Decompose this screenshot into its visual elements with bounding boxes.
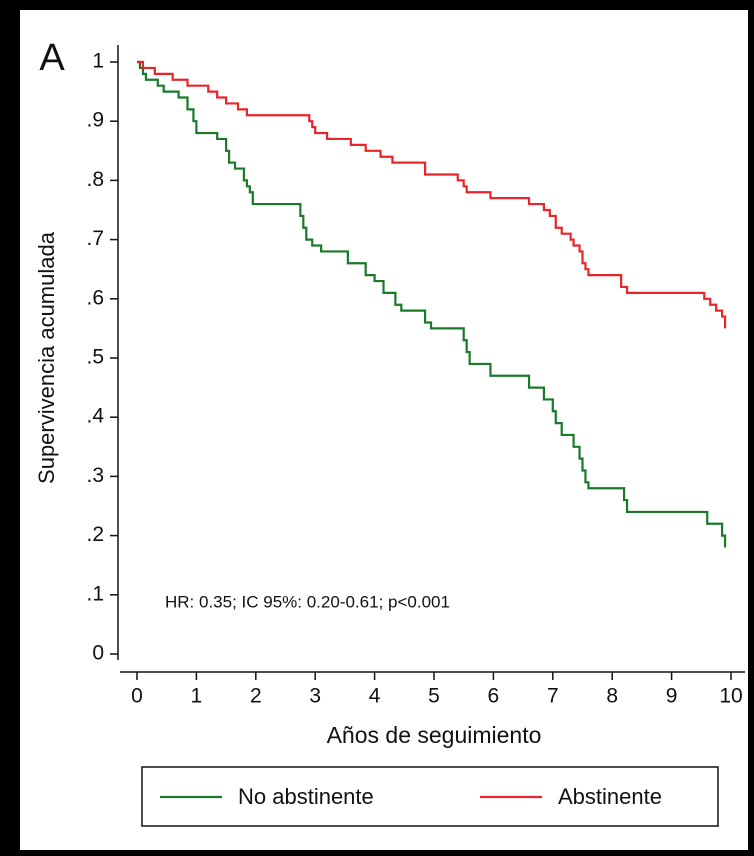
survival-curve bbox=[137, 60, 727, 329]
y-tick-label: .7 bbox=[86, 227, 104, 250]
x-tick-label: 8 bbox=[606, 685, 618, 708]
panel-background bbox=[20, 10, 748, 850]
x-tick-label: 4 bbox=[369, 685, 381, 708]
y-tick-label: .9 bbox=[86, 109, 104, 132]
y-tick-label: .8 bbox=[86, 168, 104, 191]
y-tick-label: 0 bbox=[92, 642, 104, 665]
y-tick-label: .6 bbox=[86, 286, 104, 309]
x-tick-label: 1 bbox=[191, 685, 203, 708]
legend-box bbox=[141, 766, 719, 827]
x-tick-label: 10 bbox=[719, 685, 742, 708]
x-tick-label: 6 bbox=[488, 685, 500, 708]
x-tick-label: 9 bbox=[666, 685, 678, 708]
y-tick-label: .2 bbox=[86, 523, 104, 546]
panel-label: A bbox=[39, 37, 65, 79]
survival-curve bbox=[137, 60, 727, 548]
y-axis-label: Supervivencia acumulada bbox=[34, 231, 59, 484]
x-tick-label: 3 bbox=[309, 685, 321, 708]
x-tick-label: 0 bbox=[131, 685, 143, 708]
y-tick-label: .4 bbox=[86, 405, 104, 428]
annotation: HR: 0.35; IC 95%: 0.20-0.61; p<0.001 bbox=[165, 592, 450, 611]
x-tick-label: 7 bbox=[547, 685, 559, 708]
legend-label: Abstinente bbox=[558, 784, 662, 809]
x-tick-label: 5 bbox=[428, 685, 440, 708]
y-tick-label: .5 bbox=[86, 346, 104, 369]
x-tick-label: 2 bbox=[250, 685, 262, 708]
x-axis-label: Años de seguimiento bbox=[327, 722, 542, 748]
legend-label: No abstinente bbox=[238, 784, 374, 809]
y-tick-label: .1 bbox=[86, 582, 104, 605]
y-tick-label: 1 bbox=[92, 50, 104, 73]
y-tick-label: .3 bbox=[86, 464, 104, 487]
